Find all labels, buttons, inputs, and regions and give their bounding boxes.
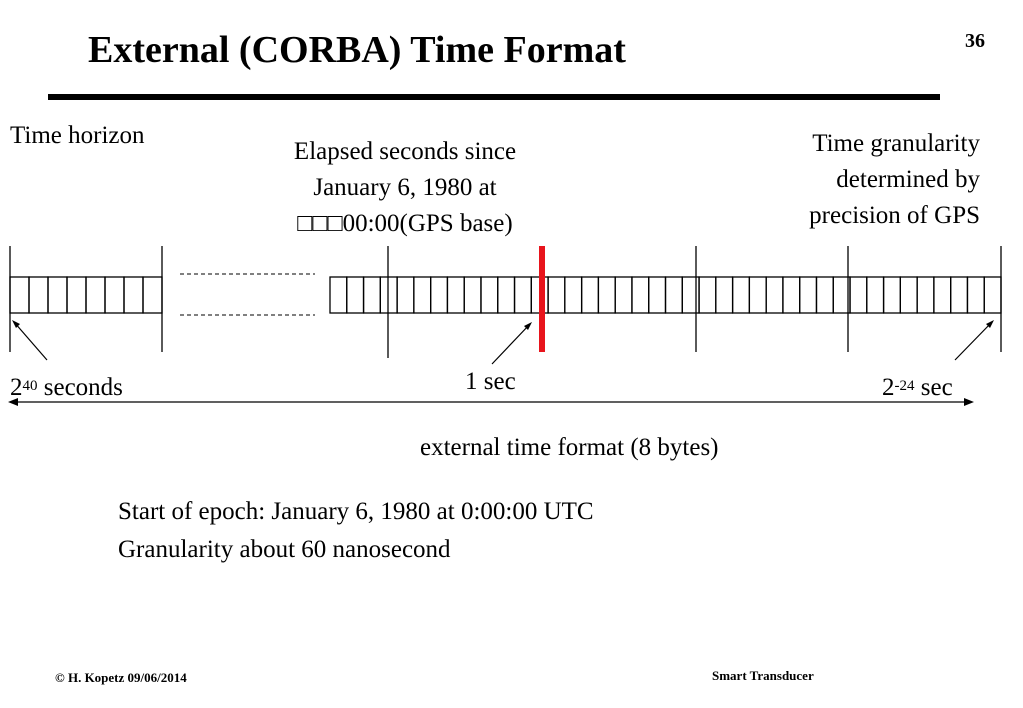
bit-cell [983, 276, 1002, 314]
right-base: 2 [882, 374, 895, 401]
right-pointer-head [986, 320, 994, 328]
bit-cell [463, 276, 482, 314]
bit-cell [47, 276, 68, 314]
bit-cell [597, 276, 616, 314]
bit-cell [66, 276, 87, 314]
bit-cell [580, 276, 600, 314]
left-pointer-head [12, 320, 20, 328]
elapsed-line-3: □□□00:00(GPS base) [297, 210, 513, 237]
bit-cell [547, 276, 566, 314]
left-range-label: 240 seconds [10, 370, 123, 406]
time-horizon-label: Time horizon [10, 122, 145, 149]
right-range-label: 2-24 sec [882, 370, 953, 406]
mid-pointer-head [524, 322, 532, 330]
left-exponent: 40 [22, 378, 38, 394]
bit-cell [379, 276, 398, 314]
mid-pointer-arrow [491, 323, 531, 365]
bit-cell [916, 276, 935, 314]
bit-cell [429, 276, 449, 314]
bit-cell [413, 276, 432, 314]
slide-title: External (CORBA) Time Format [88, 29, 626, 71]
bit-cell [698, 276, 717, 314]
seconds-boundary-marker [539, 246, 545, 352]
bit-cell [950, 276, 969, 314]
bit-cell [799, 276, 818, 314]
bit-cell [346, 276, 365, 314]
bit-cell [362, 276, 381, 314]
elapsed-line-1: Elapsed seconds since [293, 138, 517, 165]
bit-cell [731, 276, 751, 314]
bit-cell [748, 276, 767, 314]
bit-cell [480, 276, 499, 314]
elapsed-line-2: January 6, 1980 at [313, 174, 497, 201]
bit-cell [564, 276, 583, 314]
footer-course: Smart Transducer [712, 668, 814, 683]
left-base: 2 [10, 374, 23, 401]
bit-cell [123, 276, 144, 314]
bit-cell [849, 276, 868, 314]
elapsed-seconds-label: Elapsed seconds since January 6, 1980 at… [250, 134, 560, 242]
bit-cell [614, 276, 633, 314]
bit-cell [446, 276, 465, 314]
right-pointer-arrow [954, 321, 993, 361]
bit-cell [329, 276, 348, 314]
bit-cell [765, 276, 784, 314]
page-number: 36 [965, 30, 985, 52]
bit-cell [966, 276, 985, 314]
bit-cell [104, 276, 125, 314]
bit-cell [85, 276, 106, 314]
left-unit: seconds [37, 374, 123, 401]
bit-cell [396, 276, 415, 314]
bit-cell [899, 276, 918, 314]
bit-cell [142, 276, 163, 314]
bit-cell [631, 276, 650, 314]
epoch-note: Start of epoch: January 6, 1980 at 0:00:… [118, 498, 594, 525]
bit-cell [933, 276, 952, 314]
format-caption: external time format (8 bytes) [420, 434, 719, 461]
title-underline [48, 94, 940, 100]
granularity-note: Granularity about 60 nanosecond [118, 536, 451, 563]
byte-dividers [9, 246, 1002, 358]
bit-cell [882, 276, 902, 314]
bit-cell [9, 276, 30, 314]
granularity-line-3: precision of GPS [809, 202, 980, 229]
bit-cell [28, 276, 49, 314]
bit-cell [715, 276, 734, 314]
bit-cell [866, 276, 885, 314]
bit-cell [815, 276, 834, 314]
right-exponent: -24 [894, 378, 915, 394]
granularity-line-1: Time granularity [812, 130, 980, 157]
bit-cell [497, 276, 516, 314]
bit-cells [9, 276, 1002, 314]
one-second-label: 1 sec [465, 368, 516, 395]
span-arrow-right-head [964, 398, 974, 406]
bit-cell [513, 276, 532, 314]
bit-cell [782, 276, 801, 314]
footer-author: © H. Kopetz 09/06/2014 [55, 670, 187, 685]
bit-cell [664, 276, 683, 314]
left-pointer-arrow [13, 321, 48, 361]
granularity-line-2: determined by [836, 166, 980, 193]
bit-cell [648, 276, 667, 314]
span-arrow-left-head [8, 398, 18, 406]
time-granularity-label: Time granularity determined by precision… [740, 126, 980, 234]
right-unit: sec [914, 374, 953, 401]
